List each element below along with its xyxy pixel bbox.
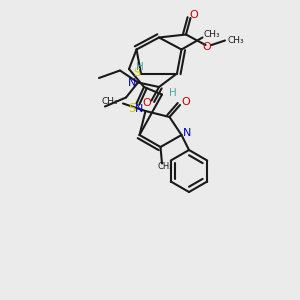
Text: S: S bbox=[128, 101, 136, 115]
Text: N: N bbox=[183, 128, 192, 139]
Text: H: H bbox=[169, 88, 176, 98]
Text: O: O bbox=[142, 98, 152, 109]
Text: CH₃: CH₃ bbox=[157, 162, 173, 171]
Text: O: O bbox=[182, 97, 190, 107]
Text: S: S bbox=[133, 68, 140, 79]
Text: N: N bbox=[135, 104, 144, 115]
Text: H: H bbox=[136, 62, 143, 73]
Text: N: N bbox=[128, 77, 136, 88]
Text: CH₃: CH₃ bbox=[203, 30, 220, 39]
Text: CH₃: CH₃ bbox=[101, 98, 118, 106]
Text: CH₃: CH₃ bbox=[227, 36, 244, 45]
Text: O: O bbox=[202, 41, 211, 52]
Text: O: O bbox=[189, 10, 198, 20]
